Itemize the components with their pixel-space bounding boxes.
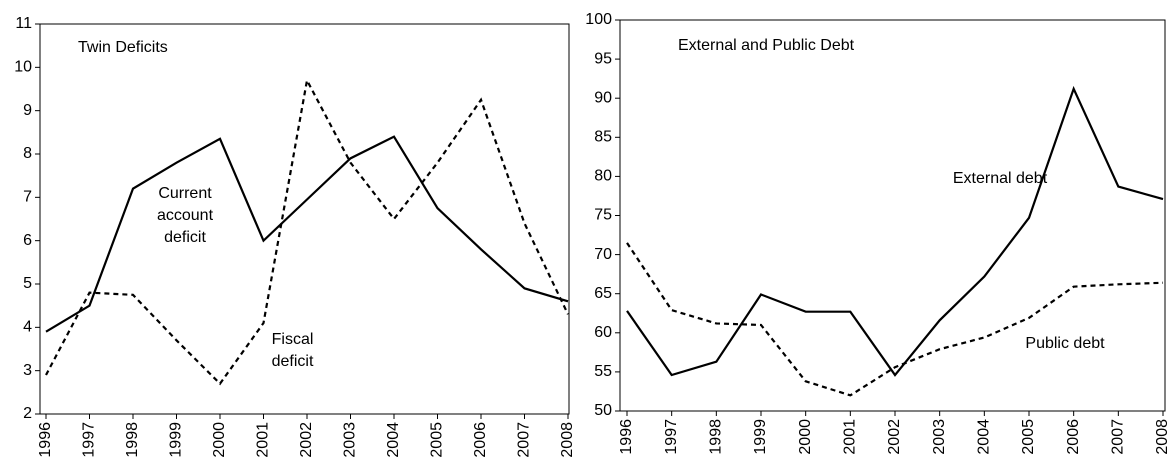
x-tick-label: 1996: [37, 422, 54, 458]
y-tick-label: 85: [594, 129, 612, 146]
x-tick-label: 2001: [842, 419, 859, 455]
y-tick-label: 5: [23, 275, 32, 292]
x-tick-label: 2001: [255, 422, 272, 458]
y-tick-label: 11: [15, 15, 32, 32]
y-tick-label: 9: [23, 102, 32, 119]
series-line: [626, 242, 1164, 397]
y-tick-label: 6: [23, 232, 32, 249]
x-tick-label: 2008: [559, 422, 576, 458]
x-tick-label: 1998: [708, 419, 725, 455]
chart-title: External and Public Debt: [678, 37, 855, 54]
y-tick-label: 3: [23, 362, 32, 379]
x-tick-label: 1997: [81, 422, 98, 458]
y-tick-label: 7: [23, 189, 32, 206]
x-tick-label: 2004: [385, 422, 402, 458]
y-tick-label: 70: [594, 246, 612, 263]
y-tick-label: 4: [23, 319, 32, 336]
series-label: External debt: [952, 170, 1048, 187]
x-tick-label: 2005: [429, 422, 446, 458]
y-tick-label: 80: [594, 168, 612, 185]
x-tick-label: 2003: [342, 422, 359, 458]
y-tick-label: 90: [594, 89, 612, 106]
series-line: [45, 76, 569, 386]
series-line: [626, 85, 1164, 377]
x-tick-label: 1997: [663, 419, 680, 455]
series-line: [45, 135, 569, 333]
y-tick-label: 55: [594, 363, 612, 380]
y-tick-label: 50: [594, 402, 612, 419]
x-tick-label: 2007: [516, 422, 533, 458]
series-label: Public debt: [1025, 335, 1105, 352]
x-tick-label: 2006: [1065, 419, 1082, 455]
x-tick-label: 2004: [976, 419, 993, 455]
y-tick-label: 2: [23, 405, 32, 422]
x-tick-label: 2002: [298, 422, 315, 458]
x-tick-label: 1998: [124, 422, 141, 458]
x-tick-label: 2006: [472, 422, 489, 458]
y-tick-label: 65: [594, 285, 612, 302]
x-tick-label: 1999: [168, 422, 185, 458]
chart-title: Twin Deficits: [78, 39, 168, 56]
y-tick-label: 100: [585, 11, 612, 28]
series-label: Fiscal deficit: [271, 331, 314, 370]
y-tick-label: 60: [594, 324, 612, 341]
x-tick-label: 2007: [1110, 419, 1127, 455]
y-tick-label: 10: [14, 59, 32, 76]
plot-frame: [39, 23, 570, 415]
series-label: Current account deficit: [156, 185, 214, 246]
x-tick-label: 2008: [1154, 419, 1171, 455]
y-tick-label: 75: [594, 207, 612, 224]
x-tick-label: 2003: [931, 419, 948, 455]
x-tick-label: 2000: [211, 422, 228, 458]
x-tick-label: 2000: [797, 419, 814, 455]
x-tick-label: 1999: [752, 419, 769, 455]
y-tick-label: 95: [594, 50, 612, 67]
x-tick-label: 2005: [1020, 419, 1037, 455]
y-tick-label: 8: [23, 145, 32, 162]
x-tick-label: 1996: [618, 419, 635, 455]
x-tick-label: 2002: [886, 419, 903, 455]
